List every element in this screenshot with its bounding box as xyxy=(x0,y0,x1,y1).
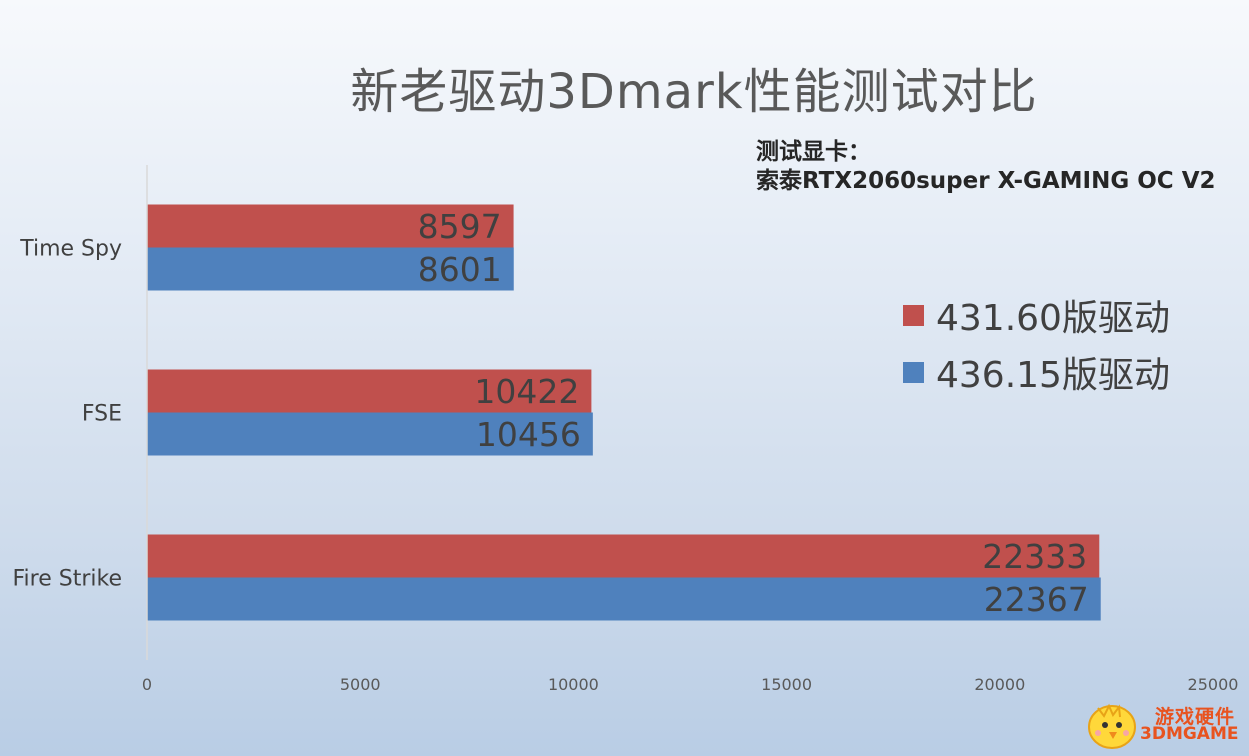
bar xyxy=(147,247,514,291)
bar-value-label: 8601 xyxy=(418,250,502,289)
watermark-logo: 游戏硬件 3DMGAME xyxy=(1082,694,1242,752)
bar-value-label: 22367 xyxy=(984,580,1089,619)
x-tick-label: 5000 xyxy=(340,675,381,694)
legend-label-old: 431.60版驱动 xyxy=(936,298,1170,339)
bar xyxy=(147,369,592,413)
chart-title: 新老驱动3Dmark性能测试对比 xyxy=(350,64,1038,120)
test-card-note-label: 测试显卡： xyxy=(756,139,871,165)
legend-label-new: 436.15版驱动 xyxy=(936,355,1170,396)
watermark-cn-text: 游戏硬件 xyxy=(1155,706,1236,728)
bar-value-label: 10456 xyxy=(476,415,581,454)
x-tick-label: 20000 xyxy=(974,675,1025,694)
legend-item-new: 436.15版驱动 xyxy=(903,353,1170,396)
x-tick-labels: 0 5000 10000 15000 20000 25000 xyxy=(142,675,1239,694)
legend: 431.60版驱动 436.15版驱动 xyxy=(903,296,1170,410)
bar xyxy=(147,412,593,456)
bar xyxy=(147,577,1101,621)
test-card-note: 测试显卡： 索泰RTX2060super X-GAMING OC V2 xyxy=(756,138,1216,196)
legend-swatch-old xyxy=(903,304,924,326)
test-card-note-model: 索泰RTX2060super X-GAMING OC V2 xyxy=(756,168,1216,194)
x-tick-label: 25000 xyxy=(1188,675,1239,694)
legend-swatch-new xyxy=(903,361,924,383)
bar-value-label: 22333 xyxy=(982,537,1087,576)
category-label: Fire Strike xyxy=(13,567,123,592)
legend-item-old: 431.60版驱动 xyxy=(903,296,1170,339)
bar-value-label: 8597 xyxy=(418,207,502,246)
category-label: Time Spy xyxy=(19,237,122,262)
category-labels: Time Spy FSE Fire Strike xyxy=(13,237,123,592)
x-tick-label: 0 xyxy=(142,675,152,694)
category-label: FSE xyxy=(82,402,122,427)
watermark-en-text: 3DMGAME xyxy=(1140,724,1239,744)
bar xyxy=(147,534,1100,578)
x-tick-label: 10000 xyxy=(548,675,599,694)
chick-mascot-icon xyxy=(1088,703,1136,749)
x-tick-label: 15000 xyxy=(761,675,812,694)
bar xyxy=(147,204,514,248)
bar-value-label: 10422 xyxy=(474,372,579,411)
bars-group: 8597 8601 10422 10456 22333 22367 xyxy=(147,204,1101,621)
